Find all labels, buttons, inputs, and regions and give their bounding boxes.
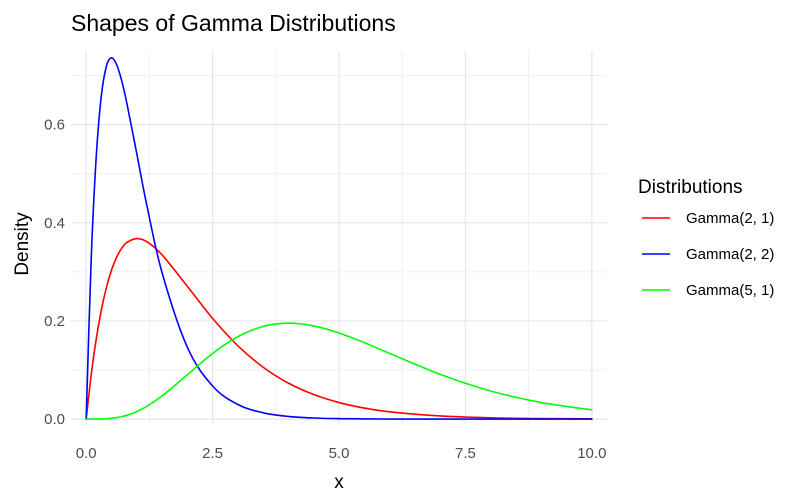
legend-item: Gamma(2, 2) — [642, 246, 774, 263]
y-tick-label: 0.4 — [44, 215, 65, 232]
legend-label: Gamma(2, 2) — [686, 246, 774, 263]
series-line-2 — [85, 57, 593, 420]
grid-layer — [71, 51, 607, 424]
x-axis-title: x — [334, 472, 344, 493]
series-line-3 — [85, 322, 593, 420]
legend: Distributions Gamma(2, 1)Gamma(2, 2)Gamm… — [638, 177, 774, 299]
chart-title: Shapes of Gamma Distributions — [71, 10, 396, 36]
y-tick-label: 0.6 — [44, 117, 65, 134]
legend-item: Gamma(2, 1) — [642, 210, 774, 227]
x-tick-label: 2.5 — [202, 445, 223, 462]
series-line-1 — [85, 237, 593, 420]
legend-items: Gamma(2, 1) Gamma(2, 2) Gamma(5, 1) — [642, 210, 774, 299]
y-tick-label: 0.0 — [44, 411, 65, 428]
tick-layer: 0.0 2.5 5.0 7.5 10.0 0.0 0.2 0.4 0.6 — [44, 117, 606, 462]
legend-label: Gamma(2, 1) — [686, 210, 774, 227]
x-tick-label: 10.0 — [577, 445, 606, 462]
y-tick-label: 0.2 — [44, 313, 65, 330]
legend-title: Distributions — [638, 177, 743, 198]
x-tick-label: 0.0 — [76, 445, 97, 462]
y-axis-title: Density — [12, 212, 33, 276]
legend-item: Gamma(5, 1) — [642, 282, 774, 299]
series-layer — [85, 57, 593, 420]
legend-label: Gamma(5, 1) — [686, 282, 774, 299]
x-tick-label: 5.0 — [329, 445, 350, 462]
x-tick-label: 7.5 — [455, 445, 476, 462]
